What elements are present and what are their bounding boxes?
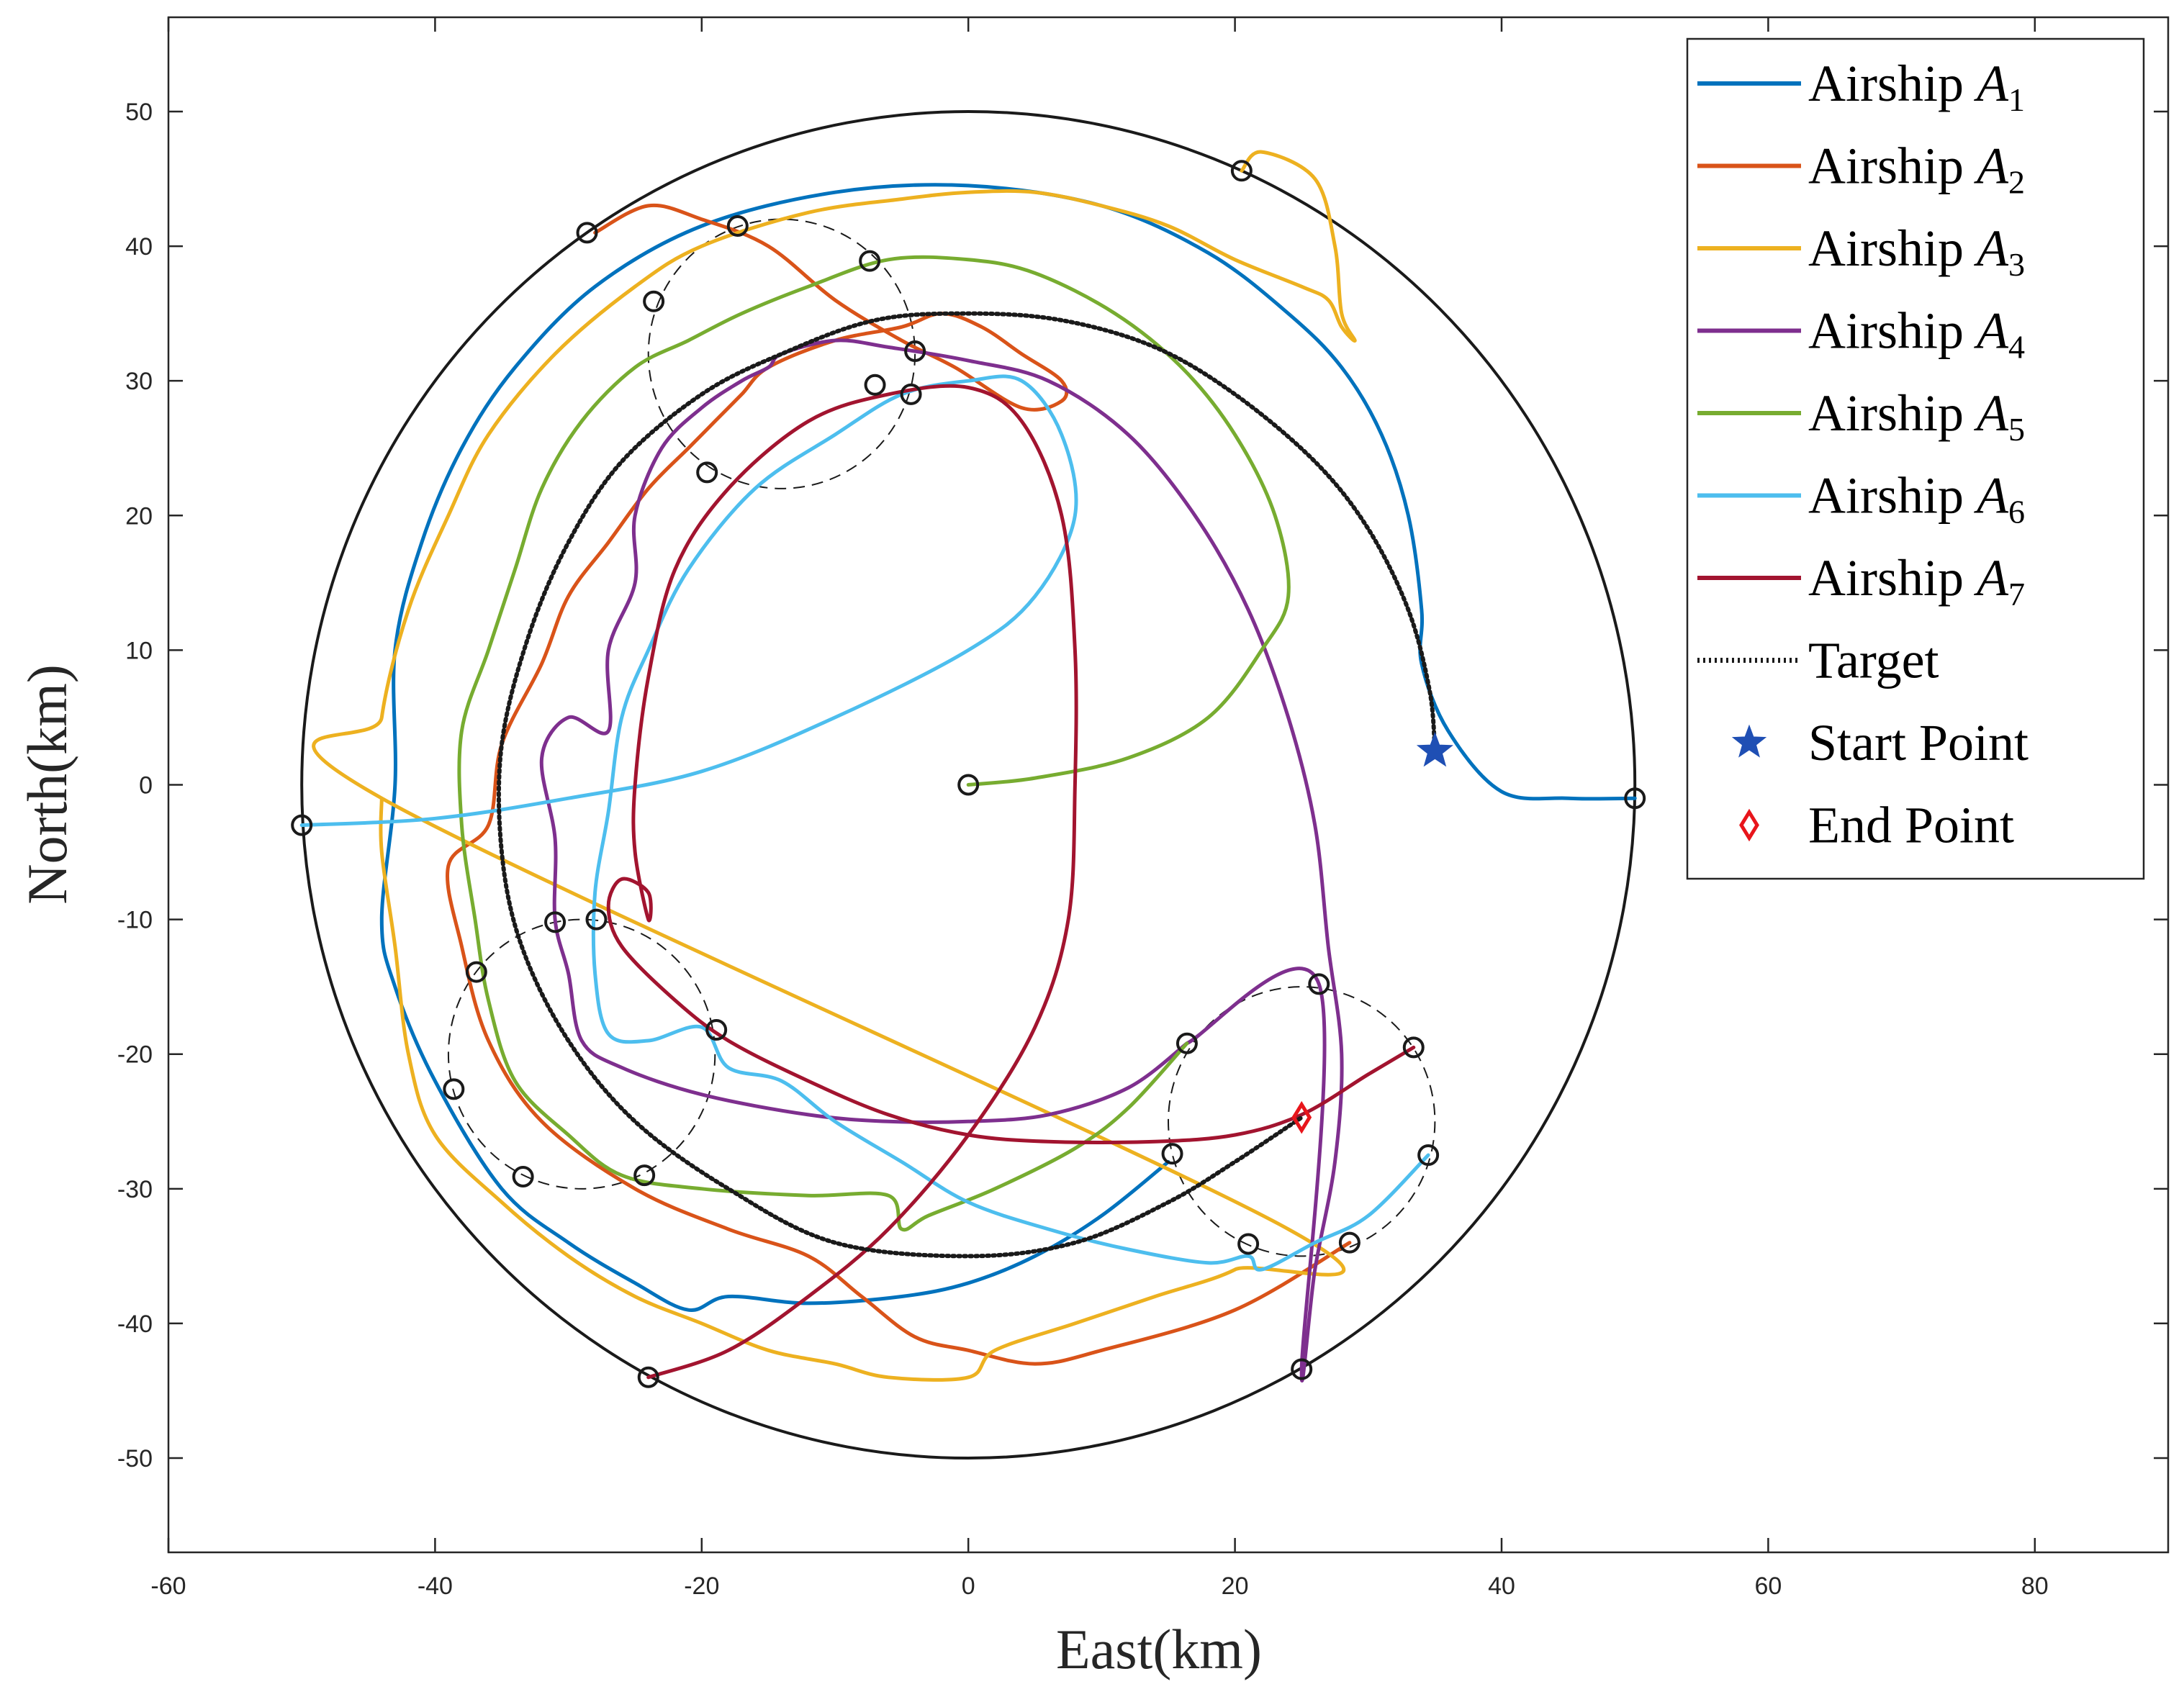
- x-tick-label: -20: [684, 1572, 719, 1600]
- waypoint-marker: [576, 222, 598, 244]
- boundary-circle: [300, 109, 1637, 1460]
- x-tick-label: -40: [418, 1572, 453, 1600]
- airship-a1-trajectory: [379, 183, 1637, 1312]
- waypoint-marker: [1402, 1036, 1425, 1059]
- y-axis-title: North(km): [16, 664, 78, 905]
- target-trajectory: [496, 311, 1438, 1259]
- waypoint-marker: [512, 1165, 534, 1187]
- airship-a2-trajectory: [446, 203, 1352, 1366]
- legend-label-9: End Point: [1808, 797, 2014, 854]
- waypoint-marker: [859, 250, 881, 272]
- legend-swatch-start: [1731, 724, 1767, 758]
- waypoint-marker: [1237, 1233, 1260, 1255]
- waypoint-marker: [1161, 1143, 1183, 1165]
- y-tick-label: -10: [117, 907, 153, 934]
- waypoint-marker: [585, 908, 608, 931]
- legend-label-8: Start Point: [1808, 714, 2029, 771]
- waypoint-marker: [726, 215, 749, 237]
- y-tick-label: -30: [117, 1176, 153, 1203]
- waypoint-marker: [1291, 1358, 1313, 1380]
- waypoint-marker: [633, 1164, 656, 1187]
- legend-label-3: Airship A4: [1808, 302, 2025, 366]
- end-point-marker: [1291, 1100, 1312, 1134]
- x-tick-label: 60: [1754, 1572, 1782, 1600]
- waypoint-marker: [957, 774, 980, 796]
- legend-label-0: Airship A1: [1808, 55, 2025, 118]
- y-tick-label: 20: [125, 502, 153, 530]
- sensing-circle-1: [647, 218, 916, 489]
- y-tick-label: 30: [125, 368, 153, 395]
- legend-label-4: Airship A5: [1808, 384, 2025, 448]
- waypoint-marker: [637, 1366, 659, 1388]
- y-tick-label: -50: [117, 1445, 153, 1472]
- waypoint-marker: [1176, 1032, 1198, 1054]
- legend-label-6: Airship A7: [1808, 549, 2025, 612]
- waypoint-marker: [1308, 973, 1330, 995]
- waypoint-marker: [705, 1019, 728, 1041]
- start-point-marker: [1416, 731, 1453, 767]
- legend-label-1: Airship A2: [1808, 137, 2025, 201]
- waypoint-marker: [465, 961, 487, 983]
- airship-a6-trajectory: [299, 374, 1430, 1272]
- airship-a4-trajectory: [539, 338, 1344, 1383]
- legend-label-7: Target: [1808, 632, 1939, 689]
- waypoint-marker: [443, 1078, 465, 1100]
- waypoint-marker: [643, 290, 665, 312]
- y-tick-label: 0: [139, 772, 153, 800]
- y-tick-label: 40: [125, 233, 153, 261]
- waypoint-marker: [291, 814, 313, 836]
- airship-a5-trajectory: [457, 255, 1291, 1232]
- waypoint-marker: [1338, 1231, 1361, 1254]
- x-tick-label: 20: [1222, 1572, 1249, 1600]
- waypoint-marker: [864, 374, 886, 396]
- waypoint-marker: [544, 911, 567, 933]
- y-tick-label: -40: [117, 1311, 153, 1338]
- x-tick-label: -60: [150, 1572, 186, 1600]
- waypoint-marker: [1417, 1144, 1440, 1167]
- waypoint-marker: [904, 340, 926, 363]
- legend-swatch-end: [1739, 808, 1759, 842]
- sensing-circle-3: [1168, 986, 1436, 1257]
- waypoint-marker: [1230, 160, 1253, 182]
- y-tick-label: -20: [117, 1041, 153, 1069]
- airship-a3-trajectory: [312, 150, 1357, 1382]
- axis-ticks: -60 -40 -20 0 20 40 60 80 50 40 30 20 10 0 -10 -20 -30 -4…: [117, 17, 2168, 1600]
- legend: Airship A1 Airship A2 Airship A3 Airship A4…: [1686, 37, 2145, 880]
- x-axis-title: East(km): [1056, 1618, 1262, 1680]
- legend-label-2: Airship A3: [1808, 220, 2025, 283]
- x-tick-label: 40: [1488, 1572, 1515, 1600]
- waypoint-marker: [900, 383, 922, 405]
- sensing-circle-2: [447, 918, 716, 1190]
- x-tick-label: 80: [2021, 1572, 2049, 1600]
- y-tick-label: 50: [125, 99, 153, 126]
- y-tick-label: 10: [125, 637, 153, 664]
- airship-a7-trajectory: [606, 384, 1416, 1380]
- waypoint-marker: [696, 461, 718, 484]
- legend-label-5: Airship A6: [1808, 467, 2025, 530]
- waypoint-marker: [1624, 787, 1646, 810]
- x-tick-label: 0: [962, 1572, 975, 1600]
